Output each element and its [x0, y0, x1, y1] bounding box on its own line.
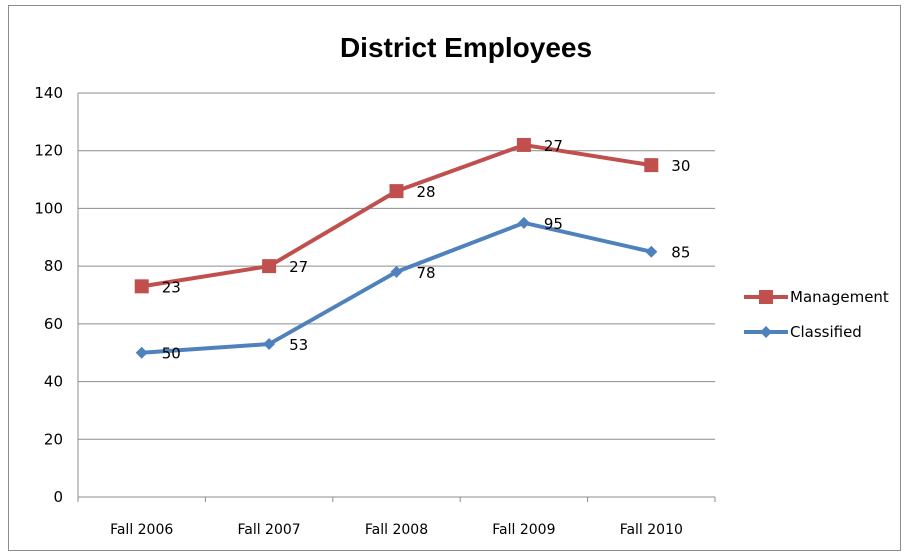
x-axis-tick-labels: Fall 2006 Fall 2007 Fall 2008 Fall 2009 Fall…: [110, 522, 683, 538]
series-management: [134, 137, 659, 294]
management-point: [262, 259, 277, 274]
management-data-label: 27: [544, 137, 563, 155]
legend-item-management: Management: [744, 288, 889, 306]
legend-item-classified: Classified: [744, 323, 862, 341]
classified-line: [139, 220, 654, 355]
management-data-label: 28: [417, 183, 436, 201]
gridlines: [78, 92, 715, 440]
management-point: [389, 184, 404, 199]
chart-title: District Employees: [340, 32, 592, 63]
x-tick-label: Fall 2006: [110, 522, 173, 538]
x-tick-label: Fall 2009: [492, 522, 555, 538]
classified-data-label: 85: [671, 244, 690, 262]
classified-point: [645, 245, 658, 258]
legend-management-marker: [759, 290, 773, 304]
x-tick-label: Fall 2008: [365, 522, 428, 538]
classified-point: [517, 216, 530, 229]
y-tick-label: 120: [34, 142, 63, 160]
y-tick-label: 100: [34, 199, 63, 217]
y-axis-tick-labels: 0 20 40 60 80 100 120 140: [34, 84, 63, 506]
classified-data-label: 78: [417, 264, 436, 282]
management-data-label: 23: [162, 278, 181, 296]
classified-point: [135, 346, 148, 359]
y-tick-label: 140: [34, 84, 63, 102]
management-line: [139, 142, 654, 289]
series-layer: [134, 137, 659, 359]
management-point: [644, 158, 659, 173]
legend-management-label: Management: [790, 288, 889, 306]
y-tick-label: 80: [44, 257, 63, 275]
management-data-label: 30: [671, 157, 690, 175]
management-point: [516, 137, 531, 152]
x-tick-label: Fall 2010: [620, 522, 683, 538]
legend-classified-label: Classified: [790, 323, 862, 341]
axes: [77, 93, 716, 502]
y-tick-label: 0: [53, 488, 63, 506]
classified-data-label: 53: [289, 336, 308, 354]
y-tick-label: 60: [44, 315, 63, 333]
y-tick-label: 40: [44, 373, 63, 391]
classified-point: [390, 265, 403, 278]
management-point: [134, 279, 149, 294]
legend: Management Classified: [744, 288, 889, 341]
chart-frame: [8, 5, 901, 551]
classified-point: [263, 338, 276, 351]
management-data-label: 27: [289, 258, 308, 276]
series-classified: [135, 216, 658, 359]
x-tick-label: Fall 2007: [237, 522, 300, 538]
classified-data-label: 50: [162, 345, 181, 363]
classified-data-label: 95: [544, 215, 563, 233]
legend-classified-marker: [760, 326, 772, 338]
y-tick-label: 20: [44, 430, 63, 448]
data-labels: 50 53 78 95 85 23 27 28 27 30: [162, 137, 691, 363]
